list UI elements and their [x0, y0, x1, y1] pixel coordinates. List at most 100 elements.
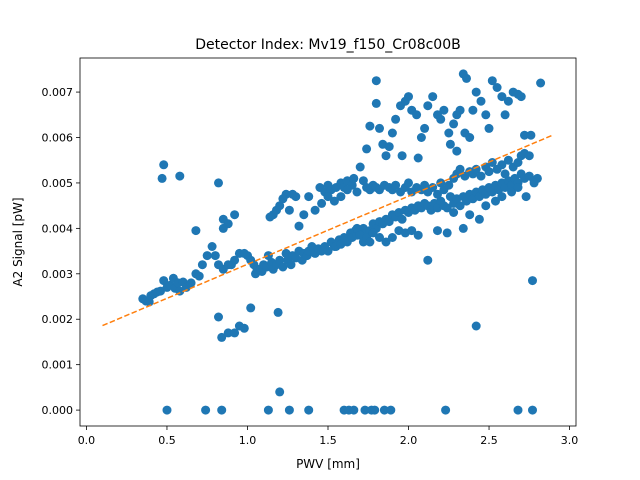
data-point [528, 405, 537, 415]
data-point [246, 303, 256, 313]
y-tick-label: 0.002 [42, 313, 74, 326]
data-point [381, 237, 391, 247]
data-point [278, 262, 288, 272]
data-point [404, 92, 413, 102]
data-point [284, 205, 294, 215]
data-point [223, 328, 233, 338]
y-tick-label: 0.004 [42, 222, 74, 235]
data-point [474, 214, 484, 224]
data-point [275, 387, 285, 397]
data-point [352, 223, 362, 233]
data-point [444, 128, 454, 138]
data-point [487, 158, 497, 167]
data-point [323, 192, 333, 202]
data-point [329, 196, 339, 206]
data-point [412, 110, 422, 120]
data-point [452, 146, 462, 156]
data-point [352, 187, 362, 197]
y-tick-label: 0.003 [42, 268, 74, 281]
y-tick-label: 0.007 [42, 86, 74, 99]
data-point [157, 173, 167, 183]
data-point [503, 155, 513, 165]
data-point [362, 144, 372, 154]
data-point [433, 226, 442, 236]
data-point [299, 210, 309, 220]
data-point [520, 130, 529, 140]
y-tick-label: 0.005 [42, 177, 74, 190]
data-point [214, 312, 223, 322]
data-point [528, 276, 537, 286]
data-point [186, 278, 196, 288]
data-point [275, 255, 285, 265]
x-axis-ticks: 0.0 0.5 1.0 1.5 2.0 2.5 3.0 [78, 426, 578, 447]
data-point [175, 171, 185, 181]
data-point [288, 189, 298, 199]
data-point [201, 405, 211, 415]
data-point [371, 76, 381, 86]
data-point [491, 196, 500, 206]
data-point [423, 255, 433, 265]
data-point [433, 189, 442, 199]
data-point [484, 123, 494, 133]
data-point [420, 123, 430, 133]
data-point [304, 405, 314, 415]
data-point [513, 158, 523, 167]
data-point [210, 251, 220, 261]
data-point [513, 405, 523, 415]
fit-line-layer [102, 134, 554, 327]
data-point [202, 251, 212, 261]
data-point [391, 180, 401, 190]
x-tick-label: 0.5 [158, 434, 176, 447]
data-point [497, 192, 507, 202]
data-point [375, 233, 384, 242]
data-point [360, 405, 370, 415]
data-point [439, 105, 449, 115]
data-point [218, 223, 228, 233]
x-tick-label: 1.5 [319, 434, 337, 447]
data-point [336, 192, 346, 202]
data-point [284, 405, 294, 415]
data-point [492, 83, 502, 92]
data-point [497, 160, 507, 170]
data-point [468, 105, 478, 115]
data-point [349, 405, 359, 415]
data-point [191, 226, 201, 236]
data-point [365, 121, 375, 131]
data-point [391, 114, 401, 124]
data-point [265, 212, 275, 222]
x-tick-label: 2.0 [400, 434, 418, 447]
data-point [162, 405, 172, 415]
data-point [471, 87, 481, 97]
data-point [397, 214, 407, 224]
data-point [294, 221, 304, 231]
data-point [217, 332, 227, 342]
data-point [521, 192, 531, 202]
data-point [263, 405, 273, 415]
y-tick-label: 0.000 [42, 404, 74, 417]
y-tick-label: 0.001 [42, 359, 74, 372]
chart-title: Detector Index: Mv19_f150_Cr08c00B [195, 37, 460, 53]
data-point [441, 405, 451, 415]
data-point [159, 160, 169, 170]
data-point [481, 110, 491, 120]
data-point [304, 192, 314, 202]
data-point [387, 128, 397, 138]
x-axis-label: PWV [mm] [296, 457, 360, 471]
data-point [416, 133, 426, 142]
data-point [476, 171, 486, 181]
data-point [273, 307, 283, 317]
data-point [507, 187, 517, 197]
data-point [465, 210, 475, 220]
data-point [384, 142, 394, 152]
data-point [384, 217, 394, 227]
data-point [358, 176, 368, 186]
data-point [442, 228, 452, 238]
data-point [370, 405, 380, 415]
x-tick-label: 2.5 [480, 434, 498, 447]
data-point [278, 194, 288, 204]
data-point [286, 260, 296, 270]
data-point [230, 255, 240, 265]
data-point [500, 110, 510, 120]
